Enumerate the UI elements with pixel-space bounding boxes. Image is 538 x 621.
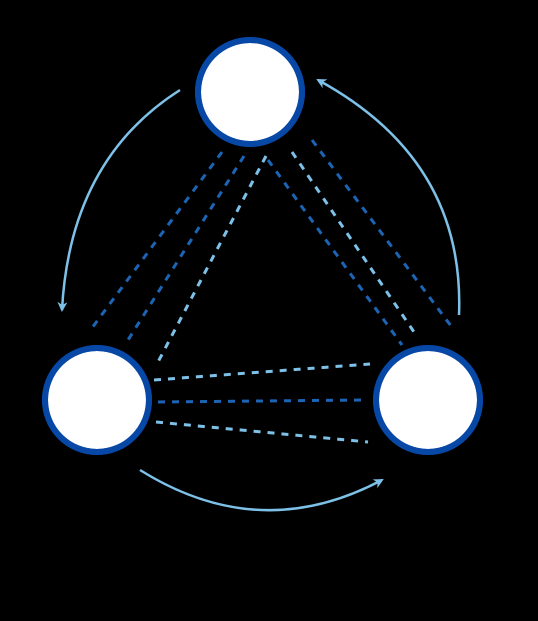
flow-arrow	[140, 470, 382, 510]
connection-line	[92, 152, 222, 328]
flow-arrow	[62, 90, 180, 310]
connection-line	[268, 160, 402, 345]
avatar-right	[376, 348, 480, 452]
connection-line	[158, 400, 362, 402]
avatar-top	[198, 40, 302, 144]
connection-line	[292, 152, 414, 332]
connection-line	[312, 140, 454, 330]
flow-arrow	[318, 80, 459, 315]
avatar-left	[45, 348, 149, 452]
connection-line	[154, 364, 370, 380]
connection-line	[158, 156, 266, 362]
network-diagram	[0, 0, 538, 621]
connection-line	[128, 156, 244, 340]
connection-line	[156, 422, 368, 442]
